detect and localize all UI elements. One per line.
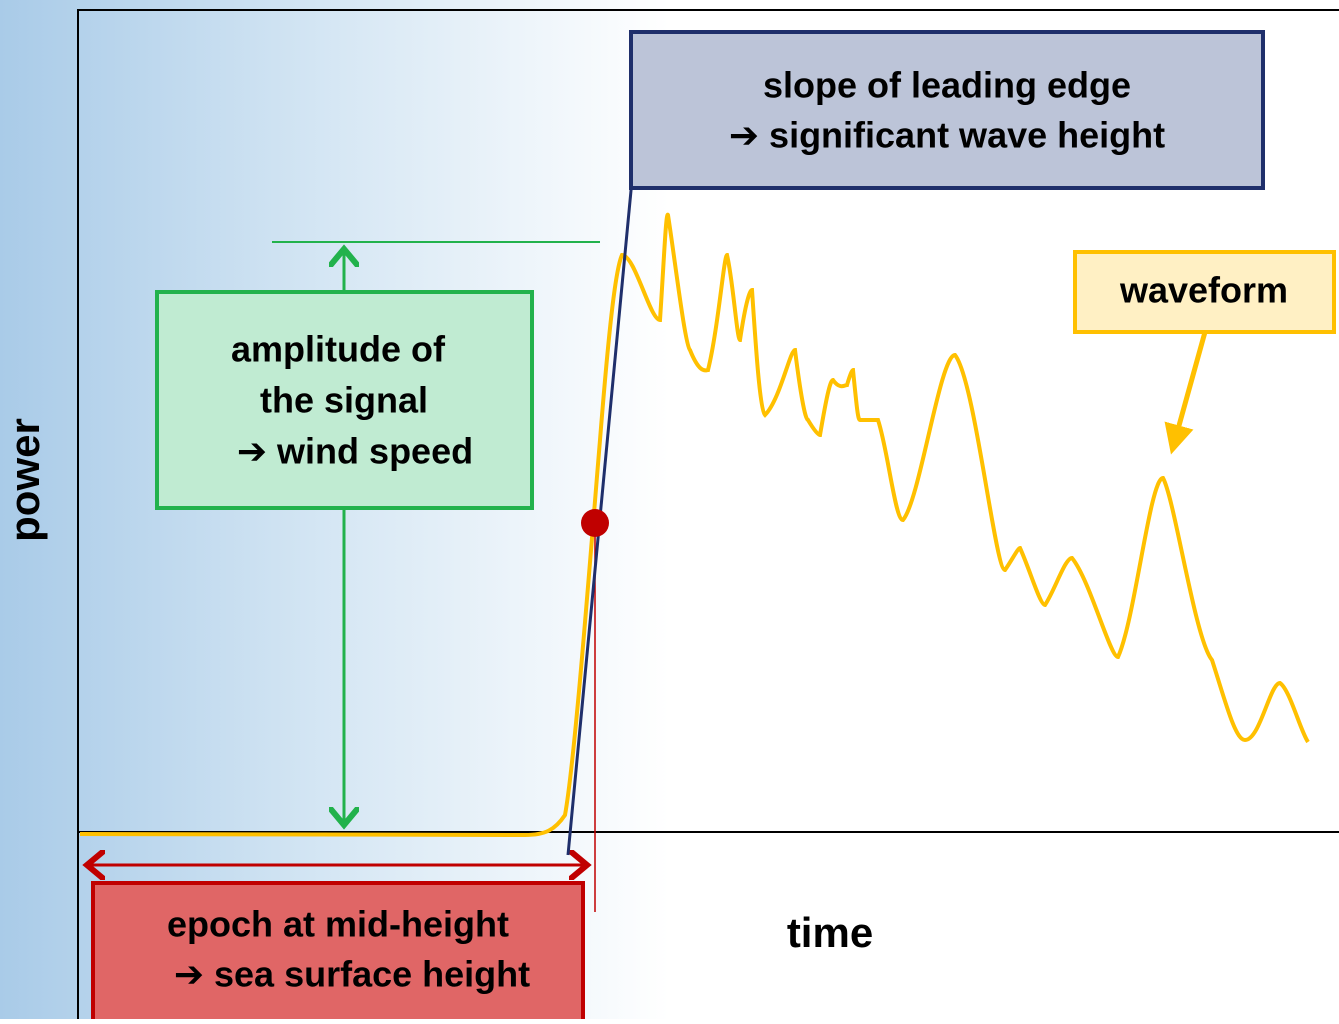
amplitude-text: the signal bbox=[260, 380, 428, 421]
epoch-box bbox=[91, 881, 585, 1024]
waveform-label: waveform bbox=[1119, 270, 1288, 311]
amplitude-box bbox=[155, 290, 534, 510]
slope-text: slope of leading edge bbox=[763, 65, 1131, 106]
frame bbox=[77, 9, 1339, 1019]
slope-box bbox=[629, 30, 1265, 190]
waveform-curve bbox=[79, 212, 1310, 838]
x-axis-label: time bbox=[787, 909, 873, 956]
epoch-text: epoch at mid-height bbox=[167, 904, 509, 945]
waveform-pointer bbox=[1164, 331, 1208, 455]
mid-height-point bbox=[581, 509, 609, 537]
slope-text: ➔ significant wave height bbox=[729, 115, 1165, 156]
amplitude-text: ➔ wind speed bbox=[237, 431, 473, 472]
epoch-text: ➔ sea surface height bbox=[174, 954, 530, 995]
waveform-box bbox=[1073, 250, 1336, 334]
amplitude-text: amplitude of bbox=[231, 329, 446, 370]
y-axis-label: power bbox=[1, 418, 48, 542]
